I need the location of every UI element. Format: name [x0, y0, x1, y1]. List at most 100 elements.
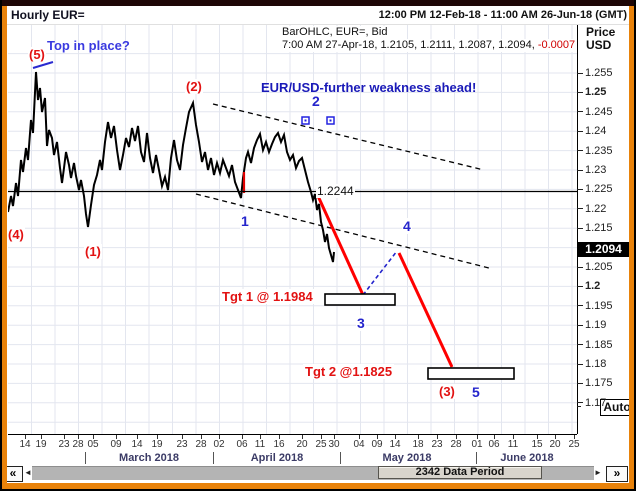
- price-tick-dash: [577, 130, 583, 132]
- date-tick-label: 14: [19, 439, 31, 450]
- price-tick: 1.235: [577, 144, 613, 158]
- month-label: March 2018: [119, 452, 179, 464]
- date-tick-mark: [137, 435, 138, 439]
- lower-channel-line[interactable]: [195, 193, 490, 269]
- price-tick-label: 1.24: [585, 125, 607, 138]
- price-tick-label: 1.18: [585, 358, 607, 370]
- price-tick: 1.22: [577, 202, 606, 216]
- target1-box[interactable]: [324, 293, 396, 306]
- date-tick-mark: [182, 435, 183, 439]
- price-tick-label: 1.175: [585, 377, 613, 390]
- date-tick-label: 14: [389, 439, 401, 450]
- date-tick-label: 20: [296, 439, 308, 450]
- frame-top: [0, 0, 636, 6]
- price-tick: 1.255: [577, 66, 613, 80]
- frame-bottom: [2, 483, 634, 489]
- wave5-projection-line[interactable]: [397, 252, 454, 368]
- legend-quote: 7:00 AM 27-Apr-18, 1.2105, 1.2111, 1.208…: [282, 39, 576, 52]
- date-tick-mark: [537, 435, 538, 439]
- date-tick-label: 06: [488, 439, 500, 450]
- upper-channel-line[interactable]: [212, 103, 485, 171]
- date-tick-mark: [219, 435, 220, 439]
- frame-left: [2, 6, 7, 489]
- auto-scale-button[interactable]: Auto: [600, 399, 634, 416]
- date-tick-mark: [64, 435, 65, 439]
- date-tick-mark: [116, 435, 117, 439]
- month-label: April 2018: [250, 452, 304, 464]
- price-tick-label: 1.215: [585, 222, 613, 235]
- price-series[interactable]: [8, 71, 335, 263]
- date-tick-mark: [477, 435, 478, 439]
- price-tick: 1.195: [577, 299, 613, 313]
- price-tick: 1.23: [577, 163, 606, 177]
- price-tick: 1.205: [577, 260, 613, 274]
- date-tick-mark: [359, 435, 360, 439]
- price-tick: 1.2: [577, 279, 600, 293]
- date-tick-mark: [78, 435, 79, 439]
- date-tick-mark: [302, 435, 303, 439]
- date-tick-label: 28: [195, 439, 207, 450]
- price-tick-dash: [577, 363, 583, 365]
- price-tick-label: 1.225: [585, 183, 613, 196]
- price-tick: 1.185: [577, 338, 613, 352]
- wave5-top-dash[interactable]: [32, 61, 54, 69]
- date-tick-mark: [334, 435, 335, 439]
- date-tick-mark: [41, 435, 42, 439]
- scroll-right-icon[interactable]: ►: [594, 468, 602, 477]
- date-tick-mark: [377, 435, 378, 439]
- month-separator: [476, 452, 477, 464]
- price-tick: 1.19: [577, 318, 606, 332]
- scroll-left-icon[interactable]: ◄: [24, 468, 32, 477]
- date-tick-label: 23: [431, 439, 443, 450]
- horizontal-scrollbar[interactable]: « ◄ 2342 Data Period ► »: [2, 466, 634, 482]
- date-tick-label: 28: [450, 439, 462, 450]
- date-tick-label: 25: [568, 439, 580, 450]
- date-tick-label: 18: [412, 439, 424, 450]
- price-tick-label: 1.2: [585, 280, 601, 293]
- price-tick-label: 1.245: [585, 105, 613, 118]
- price-tick-dash: [577, 382, 583, 384]
- price-tick-dash: [577, 208, 583, 210]
- price-axis-line: [577, 25, 578, 434]
- date-tick-mark: [25, 435, 26, 439]
- frame-left-outer: [0, 0, 2, 491]
- price-tick-dash: [577, 227, 583, 229]
- date-tick-label: 06: [236, 439, 248, 450]
- title-bar: Hourly EUR= 12:00 PM 12-Feb-18 - 11:00 A…: [7, 6, 629, 25]
- price-tick: 1.24: [577, 124, 606, 138]
- price-tick-dash: [577, 324, 583, 326]
- date-tick-mark: [201, 435, 202, 439]
- date-tick-mark: [555, 435, 556, 439]
- scrollbar-thumb[interactable]: 2342 Data Period: [378, 466, 542, 479]
- scroll-far-right-icon[interactable]: »: [606, 466, 628, 482]
- date-tick-label: 09: [371, 439, 383, 450]
- price-tick-dash: [577, 150, 583, 152]
- date-tick-label: 25: [315, 439, 327, 450]
- date-tick-label: 15: [531, 439, 543, 450]
- price-tick: 1.215: [577, 221, 613, 235]
- month-label: June 2018: [500, 452, 554, 464]
- price-tick-dash: [577, 285, 583, 287]
- time-axis-line: [8, 434, 577, 435]
- date-tick-label: 20: [549, 439, 561, 450]
- price-axis[interactable]: Price USD 1.2094 Auto 1.255 1.25 1.245 1.24…: [577, 25, 634, 435]
- price-chart-canvas[interactable]: [8, 25, 577, 435]
- legend-series: BarOHLC, EUR=, Bid: [282, 26, 388, 39]
- wave4-projection-line[interactable]: [362, 250, 398, 296]
- date-tick-label: 28: [72, 439, 84, 450]
- date-tick-label: 23: [58, 439, 70, 450]
- price-tick-dash: [577, 305, 583, 307]
- date-tick-label: 19: [151, 439, 163, 450]
- target2-box[interactable]: [427, 367, 515, 380]
- wave3-projection-line[interactable]: [316, 195, 365, 296]
- date-tick-mark: [321, 435, 322, 439]
- date-tick-label: 09: [110, 439, 122, 450]
- month-separator: [85, 452, 86, 464]
- price-tick-dash: [577, 402, 583, 404]
- date-tick-label: 01: [471, 439, 483, 450]
- date-tick-mark: [494, 435, 495, 439]
- price-tick-dash: [577, 169, 583, 171]
- price-tick-label: 1.235: [585, 144, 613, 157]
- price-tick: 1.245: [577, 105, 613, 119]
